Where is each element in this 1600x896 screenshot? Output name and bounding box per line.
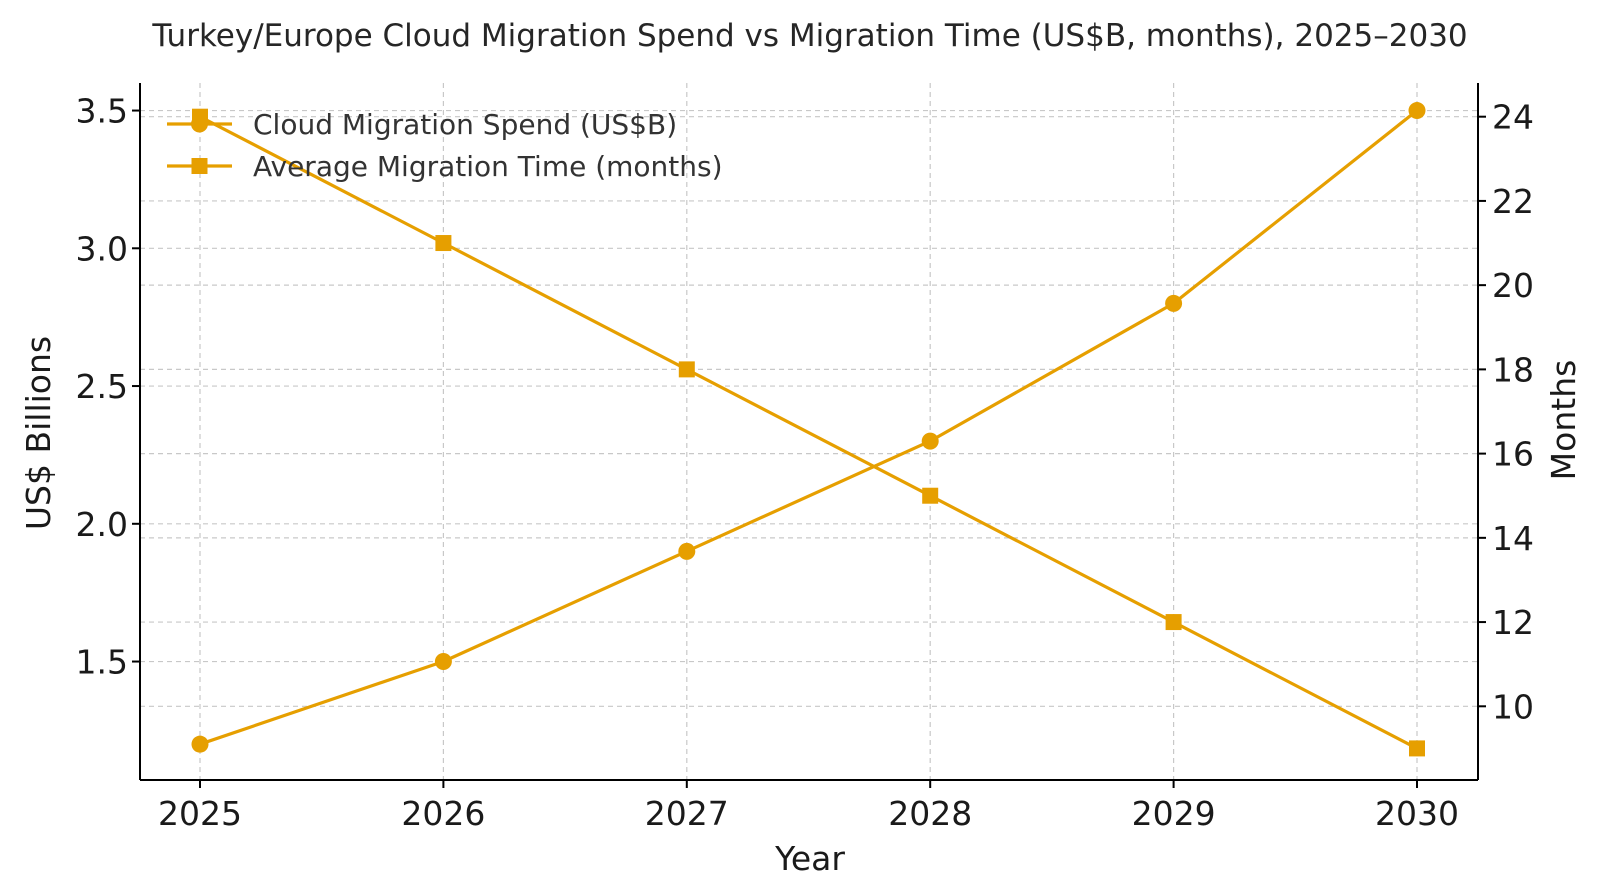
series-1-point bbox=[434, 653, 452, 671]
series-1-point bbox=[191, 735, 209, 753]
legend-marker-1 bbox=[191, 115, 208, 133]
y2-tick-label: 12 bbox=[1492, 603, 1534, 642]
legend-marker-2 bbox=[191, 158, 208, 174]
series-2-point bbox=[922, 487, 939, 504]
x-tick-label: 2030 bbox=[1375, 794, 1459, 833]
legend-label-2: Average Migration Time (months) bbox=[253, 150, 723, 183]
x-tick-label: 2026 bbox=[401, 794, 485, 833]
y2-axis-label: Months bbox=[1544, 360, 1583, 481]
y-tick-label: 3.5 bbox=[76, 92, 128, 131]
x-axis-label: Year bbox=[774, 839, 845, 878]
legend: Cloud Migration Spend (US$B) Average Migr… bbox=[167, 108, 723, 183]
series-line-2 bbox=[199, 115, 1418, 750]
y-tick-label: 2.5 bbox=[76, 367, 128, 406]
series-1-point bbox=[1408, 102, 1426, 120]
y2-tick-label: 14 bbox=[1492, 519, 1534, 558]
y2-tick-label: 22 bbox=[1492, 182, 1534, 221]
series-1-point bbox=[678, 542, 696, 560]
y2-tick-label: 24 bbox=[1492, 98, 1534, 137]
x-tick-label: 2027 bbox=[645, 794, 729, 833]
series-1-point bbox=[921, 432, 939, 450]
y2-tick-label: 16 bbox=[1492, 435, 1534, 474]
grid-layer bbox=[140, 83, 1478, 780]
series-2-point bbox=[1409, 740, 1425, 757]
y2-tick-label: 18 bbox=[1492, 350, 1534, 389]
y-tick-label: 1.5 bbox=[76, 643, 128, 682]
axes-spines bbox=[139, 83, 1479, 781]
x-tick-label: 2028 bbox=[888, 794, 972, 833]
x-tick-label: 2029 bbox=[1132, 794, 1216, 833]
x-tick-label: 2025 bbox=[158, 794, 242, 833]
y-tick-label: 3.0 bbox=[76, 229, 128, 268]
legend-label-1: Cloud Migration Spend (US$B) bbox=[253, 108, 677, 141]
y-axis-label: US$ Billions bbox=[19, 336, 58, 530]
series-2-point bbox=[678, 361, 695, 378]
series-line-1 bbox=[199, 109, 1418, 746]
y2-tick-label: 20 bbox=[1492, 266, 1534, 305]
chart-title: Turkey/Europe Cloud Migration Spend vs M… bbox=[151, 18, 1467, 54]
series-2-point bbox=[435, 235, 452, 252]
y2-tick-label: 10 bbox=[1492, 687, 1534, 726]
series-layer bbox=[191, 102, 1426, 757]
series-1-point bbox=[1165, 294, 1183, 312]
series-2-point bbox=[1165, 614, 1182, 631]
y-tick-label: 2.0 bbox=[76, 505, 128, 544]
axis-ticks: 2025 2026 2027 2028 2029 2030 1.5 2.0 2.5 3.0 3.5 1… bbox=[76, 92, 1534, 833]
